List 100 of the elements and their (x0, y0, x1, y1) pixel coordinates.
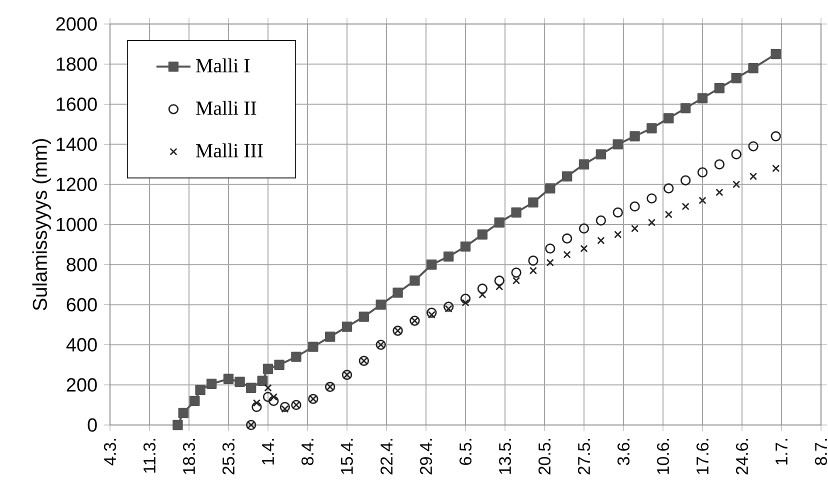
y-tick-label: 200 (66, 378, 97, 392)
x-tick-label: 3.6. (617, 438, 630, 466)
legend-label: Malli III (196, 143, 263, 158)
point (223, 374, 234, 384)
point (443, 302, 454, 312)
point (716, 188, 724, 196)
y-tick-label: 0 (88, 418, 97, 432)
point (732, 180, 740, 188)
point (630, 224, 639, 232)
point (190, 396, 200, 406)
point (580, 244, 588, 252)
point (578, 159, 590, 170)
point (264, 384, 272, 392)
point (358, 312, 370, 322)
point (342, 322, 352, 332)
point (612, 139, 623, 150)
point (664, 210, 672, 218)
point (562, 233, 572, 244)
point (596, 215, 606, 226)
point (268, 396, 279, 406)
y-tick-label: 2000 (56, 17, 97, 31)
point (749, 172, 758, 180)
x-tick-label: 25.3. (222, 438, 235, 474)
y-tick-label: 600 (66, 298, 97, 312)
point (528, 197, 538, 208)
point (410, 276, 420, 286)
x-tick-label: 18.3. (182, 438, 196, 474)
x-tick-label: 13.5. (498, 438, 512, 474)
x-tick-label: 17.6. (696, 438, 709, 474)
point (443, 251, 454, 262)
point (426, 308, 437, 318)
point (206, 378, 217, 389)
y-tick-label: 1000 (56, 218, 97, 232)
point (494, 276, 504, 286)
y-tick-label: 800 (66, 258, 97, 272)
point (172, 420, 183, 430)
x-tick-label: 1.4. (262, 438, 274, 464)
x-tick-label: 4.3. (104, 438, 116, 466)
x-tick-label: 20.5. (538, 438, 551, 474)
x-tick-label: 8.4. (301, 438, 314, 466)
point (546, 258, 554, 266)
point (682, 202, 690, 210)
point (252, 402, 262, 412)
point (562, 171, 572, 182)
point (714, 159, 725, 170)
point (257, 376, 268, 386)
y-tick-label: 1800 (56, 57, 97, 71)
point (428, 310, 436, 319)
point (612, 207, 623, 218)
point (748, 63, 758, 74)
x-tick-label: 15.4. (341, 438, 353, 474)
point (529, 266, 538, 274)
x-tick-label: 22.4. (380, 438, 392, 474)
point (512, 276, 520, 284)
x-tick-label: 8.7. (814, 438, 828, 466)
point (477, 284, 488, 294)
point (281, 405, 289, 413)
y-tick-label: 1600 (56, 97, 97, 111)
point (664, 113, 674, 124)
point (714, 83, 725, 94)
point (262, 392, 274, 402)
point (578, 223, 590, 234)
point (494, 217, 504, 228)
point (748, 141, 758, 152)
point (178, 408, 188, 418)
point (698, 196, 706, 204)
point (324, 332, 336, 342)
point (291, 352, 302, 362)
point (563, 250, 571, 258)
point (246, 382, 256, 394)
y-tick-label: 400 (66, 338, 97, 352)
point (262, 364, 274, 374)
point (596, 149, 606, 160)
point (731, 149, 742, 160)
x-tick-label: 11.3. (143, 438, 156, 473)
legend-label: Malli II (196, 100, 256, 115)
point (496, 282, 504, 290)
point (528, 255, 538, 266)
y-axis-title: Sulamissyyys (mm) (32, 139, 51, 310)
point (274, 360, 284, 370)
point (460, 241, 471, 252)
point (426, 259, 437, 270)
point (664, 183, 674, 194)
point (597, 236, 605, 244)
x-tick-label: 29.4. (420, 438, 432, 474)
point (648, 218, 656, 226)
legend-label: Malli I (196, 58, 250, 72)
x-tick-label: 24.6. (736, 438, 748, 474)
x-tick-label: 27.5. (578, 438, 590, 474)
point (477, 229, 488, 240)
x-tick-label: 1.7. (776, 438, 788, 464)
point (308, 342, 318, 352)
point (630, 131, 640, 142)
x-tick-label: 6.5. (459, 438, 472, 465)
point (444, 304, 452, 313)
y-tick-label: 1400 (56, 138, 97, 152)
point (511, 268, 522, 278)
point (680, 175, 691, 186)
point (770, 131, 781, 142)
point (680, 103, 691, 114)
